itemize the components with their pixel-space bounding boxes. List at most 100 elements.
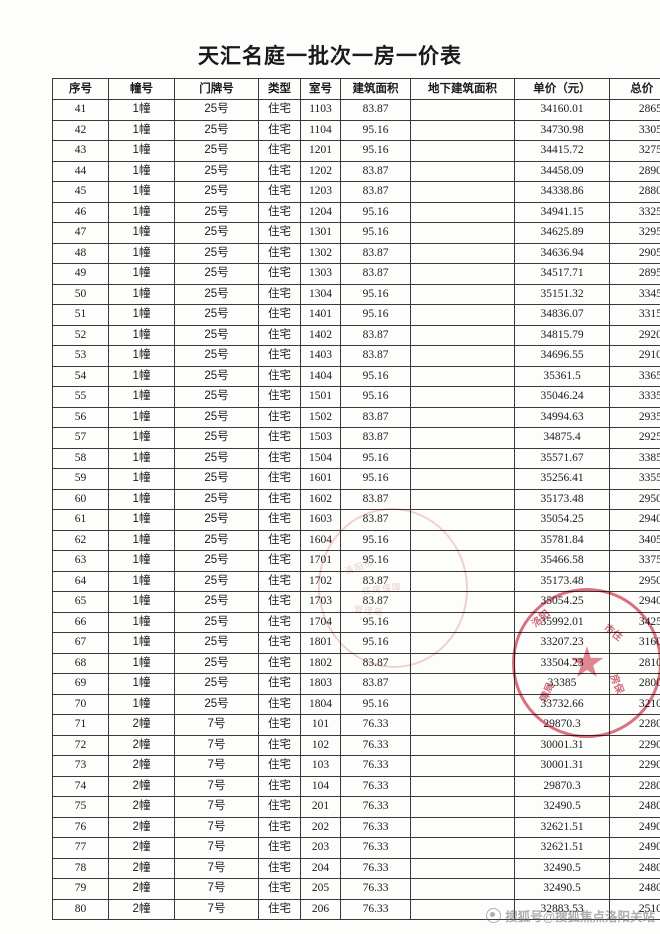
- cell-building: 1幢: [108, 468, 175, 490]
- cell-index: 61: [52, 509, 109, 531]
- cell-door-number: 25号: [174, 365, 259, 387]
- cell-room: 1701: [300, 550, 341, 572]
- cell-type: 住宅: [258, 673, 301, 695]
- cell-underground-area: [410, 775, 515, 797]
- cell-floor-area: 95.16: [340, 304, 411, 326]
- cell-door-number: 25号: [174, 468, 259, 490]
- cell-type: 住宅: [258, 878, 301, 900]
- cell-floor-area: 76.33: [340, 714, 411, 736]
- cell-room: 1804: [300, 693, 341, 715]
- cell-floor-area: 95.16: [340, 119, 411, 141]
- cell-floor-area: 95.16: [340, 386, 411, 408]
- cell-index: 51: [52, 304, 109, 326]
- cell-underground-area: [410, 263, 515, 285]
- cell-total-price: 2280000: [609, 714, 660, 736]
- cell-door-number: 25号: [174, 283, 259, 305]
- cell-floor-area: 76.33: [340, 837, 411, 859]
- cell-door-number: 25号: [174, 304, 259, 326]
- cell-room: 1203: [300, 181, 341, 203]
- cell-index: 47: [52, 222, 109, 244]
- cell-unit-price: 34836.07: [514, 304, 610, 326]
- cell-unit-price: 32621.51: [514, 837, 610, 859]
- cell-room: 1601: [300, 468, 341, 490]
- cell-building: 2幢: [108, 837, 175, 859]
- cell-building: 1幢: [108, 242, 175, 264]
- cell-building: 2幢: [108, 734, 175, 756]
- cell-floor-area: 83.87: [340, 591, 411, 613]
- cell-floor-area: 83.87: [340, 652, 411, 674]
- cell-building: 2幢: [108, 775, 175, 797]
- cell-unit-price: 33207.23: [514, 632, 610, 654]
- column-header-total-price: 总价（元）: [609, 78, 660, 100]
- cell-underground-area: [410, 591, 515, 613]
- cell-unit-price: 35781.84: [514, 529, 610, 551]
- cell-door-number: 7号: [174, 714, 259, 736]
- cell-index: 70: [52, 693, 109, 715]
- cell-unit-price: 34517.71: [514, 263, 610, 285]
- cell-total-price: 2510000: [609, 898, 660, 920]
- cell-door-number: 25号: [174, 140, 259, 162]
- cell-index: 79: [52, 878, 109, 900]
- cell-underground-area: [410, 878, 515, 900]
- cell-door-number: 25号: [174, 652, 259, 674]
- cell-total-price: 3305000: [609, 119, 660, 141]
- cell-underground-area: [410, 365, 515, 387]
- cell-type: 住宅: [258, 447, 301, 469]
- cell-underground-area: [410, 837, 515, 859]
- price-table-container: 序号 幢号 门牌号 类型 室号 建筑面积 地下建筑面积 单价（元） 总价（元） …: [52, 78, 660, 920]
- cell-total-price: 2290000: [609, 734, 660, 756]
- cell-index: 68: [52, 652, 109, 674]
- cell-floor-area: 95.16: [340, 632, 411, 654]
- cell-total-price: 2480000: [609, 857, 660, 879]
- cell-underground-area: [410, 529, 515, 551]
- cell-floor-area: 76.33: [340, 898, 411, 920]
- cell-door-number: 7号: [174, 816, 259, 838]
- cell-unit-price: 35992.01: [514, 611, 610, 633]
- cell-type: 住宅: [258, 406, 301, 428]
- cell-underground-area: [410, 693, 515, 715]
- cell-index: 65: [52, 591, 109, 613]
- cell-type: 住宅: [258, 201, 301, 223]
- cell-room: 1301: [300, 222, 341, 244]
- cell-type: 住宅: [258, 304, 301, 326]
- cell-floor-area: 83.87: [340, 673, 411, 695]
- cell-index: 67: [52, 632, 109, 654]
- cell-total-price: 2895000: [609, 263, 660, 285]
- cell-index: 55: [52, 386, 109, 408]
- cell-underground-area: [410, 140, 515, 162]
- cell-building: 1幢: [108, 160, 175, 182]
- cell-type: 住宅: [258, 714, 301, 736]
- cell-floor-area: 76.33: [340, 755, 411, 777]
- cell-index: 69: [52, 673, 109, 695]
- cell-total-price: 2865000: [609, 99, 660, 121]
- table-body: 411幢25号住宅110383.8734160.012865000421幢25号…: [52, 99, 660, 920]
- cell-door-number: 25号: [174, 529, 259, 551]
- cell-floor-area: 83.87: [340, 160, 411, 182]
- cell-unit-price: 33504.23: [514, 652, 610, 674]
- cell-index: 71: [52, 714, 109, 736]
- cell-total-price: 3325000: [609, 201, 660, 223]
- cell-building: 2幢: [108, 796, 175, 818]
- cell-index: 42: [52, 119, 109, 141]
- cell-room: 1704: [300, 611, 341, 633]
- cell-type: 住宅: [258, 427, 301, 449]
- cell-room: 1304: [300, 283, 341, 305]
- cell-room: 1502: [300, 406, 341, 428]
- cell-underground-area: [410, 160, 515, 182]
- cell-total-price: 2800000: [609, 673, 660, 695]
- sohu-logo-icon: [486, 907, 502, 923]
- cell-total-price: 2940000: [609, 509, 660, 531]
- cell-building: 1幢: [108, 181, 175, 203]
- cell-total-price: 2490000: [609, 816, 660, 838]
- cell-door-number: 7号: [174, 837, 259, 859]
- cell-building: 1幢: [108, 345, 175, 367]
- cell-type: 住宅: [258, 222, 301, 244]
- cell-index: 64: [52, 570, 109, 592]
